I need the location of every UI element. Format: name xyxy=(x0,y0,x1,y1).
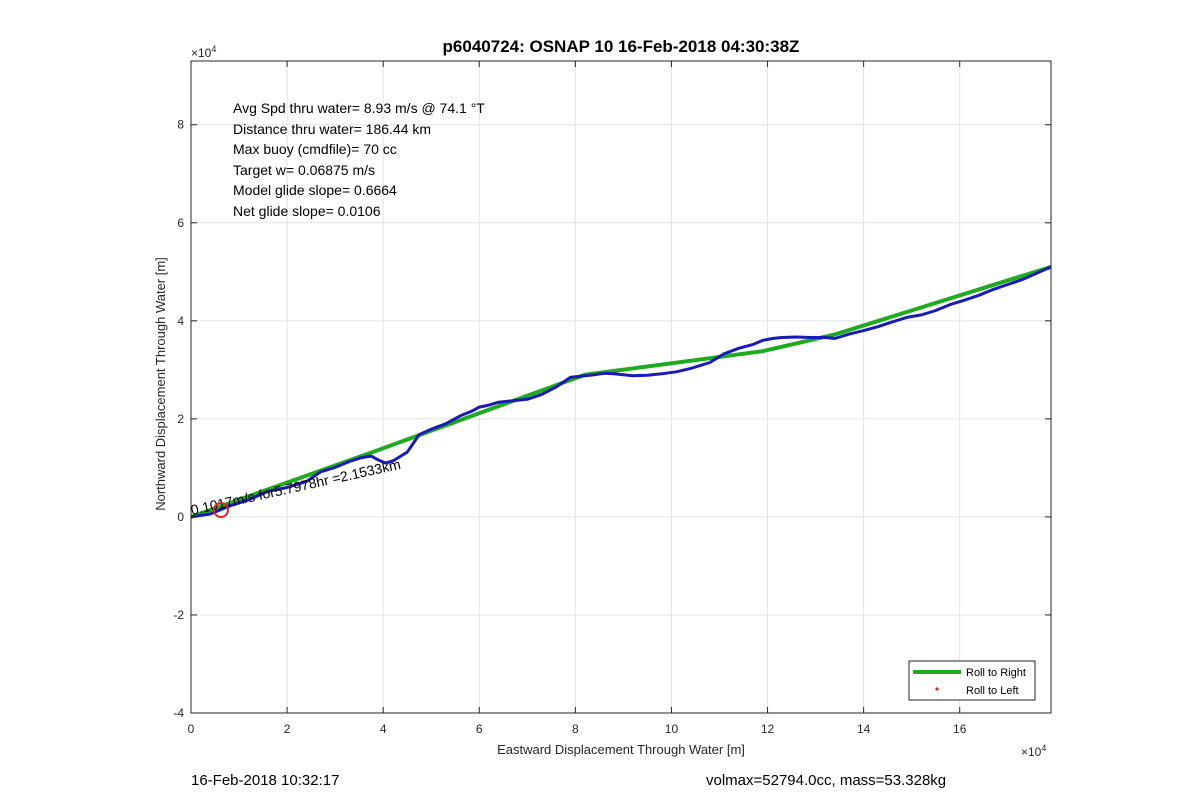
y-exponent-base: ×10 xyxy=(191,46,212,60)
stats-annotations: Avg Spd thru water= 8.93 m/s @ 74.1 °T D… xyxy=(233,100,485,219)
series-layer xyxy=(191,264,1051,519)
x-exponent-power: 4 xyxy=(1041,743,1046,753)
x-tick-label: 16 xyxy=(953,722,967,736)
chart-title: p6040724: OSNAP 10 16-Feb-2018 04:30:38Z xyxy=(443,37,800,56)
plot-frame xyxy=(190,60,1052,714)
legend-label-roll-left: Roll to Left xyxy=(966,685,1019,697)
annotation-max-buoy: Max buoy (cmdfile)= 70 cc xyxy=(233,141,397,157)
y-tick-label: 2 xyxy=(177,412,184,426)
annotation-net-glide: Net glide slope= 0.0106 xyxy=(233,203,381,219)
y-tick-label: 6 xyxy=(177,216,184,230)
y-tick-label: 8 xyxy=(177,118,184,132)
y-exponent-power: 4 xyxy=(211,44,216,54)
footer-timestamp: 16-Feb-2018 10:32:17 xyxy=(191,772,340,789)
y-axis-ticks: -4 -2 0 2 4 6 8 xyxy=(173,118,1051,720)
x-tick-label: 2 xyxy=(284,722,291,736)
legend-label-roll-right: Roll to Right xyxy=(966,667,1026,679)
x-tick-label: 4 xyxy=(380,722,387,736)
x-exponent-base: ×10 xyxy=(1021,745,1042,759)
x-exponent-label: ×104 xyxy=(1021,743,1046,759)
x-tick-label: 14 xyxy=(857,722,871,736)
legend-marker-roll-left xyxy=(935,687,939,691)
legend: Roll to Right Roll to Left xyxy=(908,660,1036,701)
plot-area xyxy=(191,61,1051,713)
x-tick-label: 8 xyxy=(572,722,579,736)
x-axis-label: Eastward Displacement Through Water [m] xyxy=(497,742,745,757)
grid-lines xyxy=(190,61,1051,714)
footer-summary: volmax=52794.0cc, mass=53.328kg xyxy=(706,772,947,789)
y-tick-label: 4 xyxy=(177,314,184,328)
plot-axes: 0 2 4 6 8 10 12 14 16 -4 -2 0 2 4 6 8 xyxy=(173,60,1052,736)
x-axis-ticks: 0 2 4 6 8 10 12 14 16 xyxy=(188,61,967,736)
x-tick-label: 12 xyxy=(761,722,775,736)
annotation-target-w: Target w= 0.06875 m/s xyxy=(233,162,375,178)
x-tick-label: 10 xyxy=(665,722,679,736)
y-tick-label: -2 xyxy=(173,608,184,622)
series-track-line xyxy=(191,265,1051,519)
x-tick-label: 6 xyxy=(476,722,483,736)
y-tick-label: -4 xyxy=(173,706,184,720)
y-exponent-label: ×104 xyxy=(191,44,216,60)
annotation-model-glide: Model glide slope= 0.6664 xyxy=(233,182,397,198)
y-axis-label: Northward Displacement Through Water [m] xyxy=(153,257,168,511)
y-tick-label: 0 xyxy=(177,510,184,524)
x-tick-label: 0 xyxy=(188,722,195,736)
annotation-avg-speed: Avg Spd thru water= 8.93 m/s @ 74.1 °T xyxy=(233,100,485,116)
start-marker xyxy=(213,502,229,518)
annotation-distance: Distance thru water= 186.44 km xyxy=(233,121,431,137)
